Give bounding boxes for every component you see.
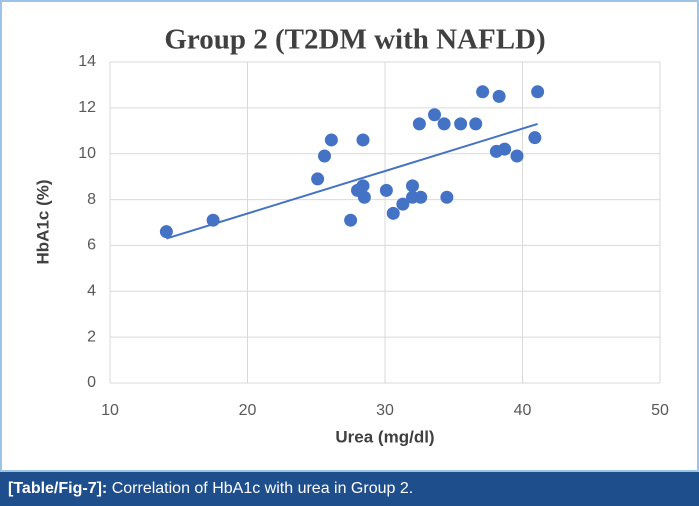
data-point xyxy=(469,117,483,131)
data-point xyxy=(412,117,426,131)
data-point xyxy=(206,213,220,227)
data-point xyxy=(159,225,173,239)
data-point xyxy=(356,133,370,147)
y-axis-label: HbA1c (%) xyxy=(33,179,52,264)
data-point xyxy=(428,108,441,122)
data-point xyxy=(510,149,524,163)
caption-text: Correlation of HbA1c with urea in Group … xyxy=(111,480,414,497)
data-point xyxy=(454,117,468,131)
x-axis-label: Urea (mg/dl) xyxy=(335,427,434,446)
data-point xyxy=(406,179,419,193)
chart-border xyxy=(0,0,699,472)
y-tick-label: 14 xyxy=(78,53,96,70)
data-point xyxy=(437,117,451,131)
y-tick-label: 8 xyxy=(87,191,96,208)
data-point xyxy=(492,89,506,103)
chart-title: Group 2 (T2DM with NAFLD) xyxy=(164,24,545,56)
data-point xyxy=(414,190,428,204)
data-point xyxy=(531,85,545,99)
y-tick-label: 2 xyxy=(87,328,96,345)
data-point xyxy=(386,206,400,220)
trendline xyxy=(166,122,538,240)
data-point xyxy=(344,213,358,227)
data-point xyxy=(440,190,454,204)
data-point xyxy=(476,85,490,99)
x-tick-label: 50 xyxy=(651,402,669,419)
data-point xyxy=(379,183,393,197)
y-tick-label: 0 xyxy=(87,374,96,391)
chart: Group 2 (T2DM with NAFLD) Urea (mg/dl) H… xyxy=(0,0,699,472)
data-point xyxy=(324,133,338,147)
data-point xyxy=(311,172,325,186)
x-tick-label: 10 xyxy=(101,402,119,419)
data-point xyxy=(318,149,331,163)
x-tick-label: 20 xyxy=(239,402,257,419)
caption: [Table/Fig-7]: Correlation of HbA1c with… xyxy=(0,472,699,506)
data-point xyxy=(498,142,512,156)
y-tick-label: 10 xyxy=(78,145,96,162)
y-tick-label: 4 xyxy=(87,283,96,300)
data-point xyxy=(528,131,542,145)
data-point xyxy=(396,197,410,211)
y-tick-label: 6 xyxy=(87,237,96,254)
data-point xyxy=(356,179,370,193)
caption-label: [Table/Fig-7]: xyxy=(8,480,108,497)
data-point xyxy=(357,190,371,204)
x-tick-label: 40 xyxy=(514,402,532,419)
y-tick-label: 12 xyxy=(78,99,96,116)
x-tick-label: 30 xyxy=(376,402,394,419)
